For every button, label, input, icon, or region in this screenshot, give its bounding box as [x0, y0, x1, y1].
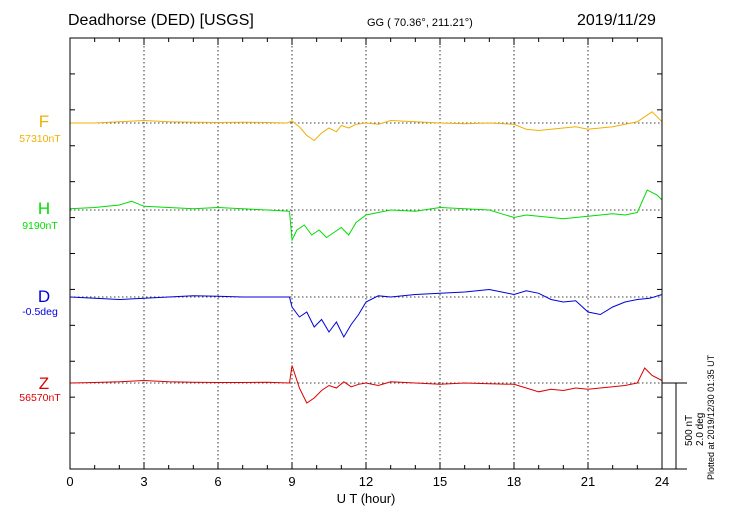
series-name-Z: Z [39, 374, 49, 393]
x-tick-label: 0 [66, 474, 73, 489]
series-name-H: H [38, 199, 50, 218]
x-tick-label: 24 [655, 474, 669, 489]
series-name-F: F [39, 112, 49, 131]
series-name-D: D [38, 287, 50, 306]
chart-grid [143, 38, 589, 469]
series-line-D [69, 288, 663, 339]
series-baseline-D: -0.5deg [22, 306, 58, 318]
x-tick-label: 15 [433, 474, 447, 489]
series-baseline-Z: 56570nT [19, 392, 61, 404]
scale-deg-label: 2.0 deg [695, 413, 706, 446]
x-tick-label: 6 [214, 474, 221, 489]
x-tick-label: 18 [507, 474, 521, 489]
series-line-Z [69, 365, 663, 404]
x-axis-label: U T (hour) [337, 491, 396, 506]
x-ticks: 0 3 6 9 12 15 18 21 24 [66, 38, 669, 489]
x-tick-label: 9 [288, 474, 295, 489]
series-baseline-H: 9190nT [22, 220, 58, 232]
x-tick-label: 3 [140, 474, 147, 489]
series-line-H [69, 189, 663, 242]
x-tick-label: 12 [359, 474, 373, 489]
series-line-F [70, 111, 663, 142]
scale-bar: 500 nT 2.0 deg [662, 382, 706, 470]
series-baseline-F: 57310nT [19, 133, 61, 145]
plot-date: 2019/11/29 [577, 12, 656, 29]
scale-nt-label: 500 nT [684, 415, 695, 446]
station-coordinates: GG ( 70.36°, 211.21°) [367, 17, 473, 29]
station-title: Deadhorse (DED) [USGS] [68, 12, 254, 29]
x-tick-label: 21 [581, 474, 595, 489]
